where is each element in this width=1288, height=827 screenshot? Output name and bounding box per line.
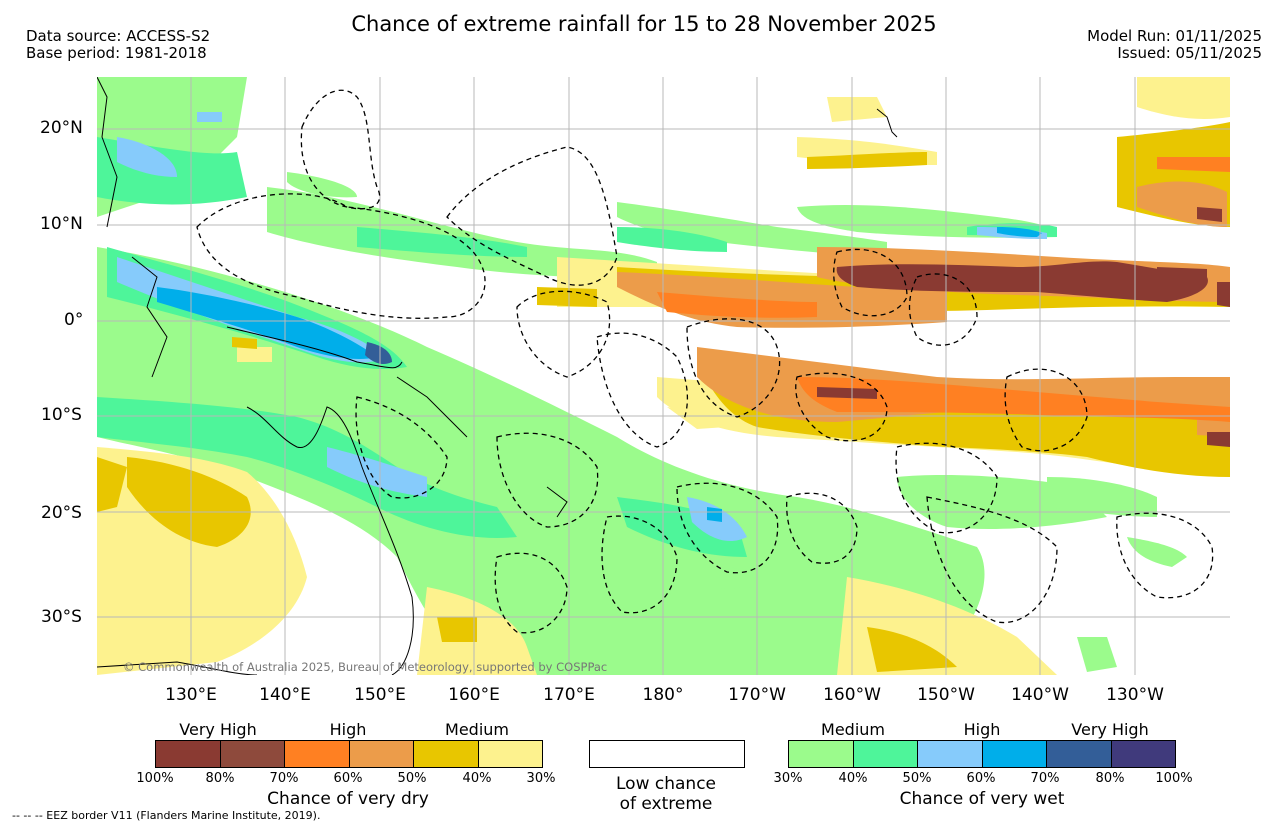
neutral-colorbar	[589, 740, 745, 768]
dry-region-60	[657, 157, 1230, 422]
dry-colorbar-swatch	[219, 741, 284, 767]
dry-tick: 40%	[462, 771, 492, 786]
dry-region-very-high	[817, 207, 1230, 447]
wet-colorbar-swatch	[789, 741, 853, 767]
lon-label-130e: 130°E	[165, 685, 217, 705]
dry-tick: 30%	[526, 771, 556, 786]
map-title: Chance of extreme rainfall for 15 to 28 …	[351, 12, 937, 36]
dry-tick: 50%	[397, 771, 427, 786]
dry-tick: 100%	[136, 771, 174, 786]
wet-colorbar-swatch	[1110, 741, 1175, 767]
wet-caption: Chance of very wet	[899, 789, 1065, 809]
lon-label-130w: 130°W	[1106, 685, 1164, 705]
lon-label-140e: 140°E	[259, 685, 311, 705]
graticule	[97, 77, 1230, 675]
dry-category-medium: Medium	[445, 720, 509, 739]
wet-tick: 50%	[902, 771, 932, 786]
eez-borders	[196, 89, 1214, 634]
neutral-caption-line2: of extreme	[619, 794, 713, 814]
base-period: Base period: 1981-2018	[26, 44, 207, 62]
lat-label-10n: 10°N	[40, 214, 83, 234]
rainfall-map	[97, 77, 1230, 675]
lat-label-10s: 10°S	[41, 405, 82, 425]
wet-colorbar-swatch	[981, 741, 1046, 767]
lon-label-150e: 150°E	[354, 685, 406, 705]
wet-colorbar-swatch	[1046, 741, 1111, 767]
dry-caption: Chance of very dry	[267, 789, 429, 809]
dry-colorbar-swatch	[156, 741, 220, 767]
wet-category-high: High	[963, 720, 1001, 739]
wet-tick: 80%	[1095, 771, 1125, 786]
dry-colorbar-swatch	[348, 741, 413, 767]
wet-colorbar-swatch	[852, 741, 917, 767]
lon-label-180: 180°	[642, 685, 684, 705]
issued-date: Issued: 05/11/2025	[1117, 44, 1262, 62]
lat-label-20s: 20°S	[41, 503, 82, 523]
neutral-colorbar-swatch	[590, 741, 744, 767]
model-run: Model Run: 01/11/2025	[1087, 27, 1262, 45]
wet-category-medium: Medium	[821, 720, 885, 739]
lon-label-140w: 140°W	[1011, 685, 1069, 705]
wet-region-high-60	[157, 227, 1042, 522]
wet-tick: 30%	[773, 771, 803, 786]
eez-footnote: -- -- -- EEZ border V11 (Flanders Marine…	[12, 809, 321, 822]
lon-label-160e: 160°E	[448, 685, 500, 705]
lon-label-150w: 150°W	[917, 685, 975, 705]
dry-category-very-high: Very High	[179, 720, 257, 739]
dry-tick: 70%	[269, 771, 299, 786]
wet-colorbar-swatch	[917, 741, 982, 767]
wet-region-very-high	[365, 342, 392, 365]
dry-category-high: High	[329, 720, 367, 739]
neutral-caption-line1: Low chance	[616, 774, 716, 794]
copyright-note: © Commonwealth of Australia 2025, Bureau…	[123, 660, 608, 674]
lat-label-20n: 20°N	[40, 118, 83, 138]
wet-tick: 100%	[1155, 771, 1193, 786]
lon-label-160w: 160°W	[823, 685, 881, 705]
wet-tick: 40%	[838, 771, 868, 786]
dry-colorbar-swatch	[477, 741, 542, 767]
lon-label-170e: 170°E	[543, 685, 595, 705]
wet-tick: 70%	[1030, 771, 1060, 786]
wet-region-light-edges	[717, 537, 1187, 589]
dry-colorbar-swatch	[284, 741, 349, 767]
lat-label-equator: 0°	[64, 310, 84, 330]
data-source: Data source: ACCESS-S2	[26, 27, 211, 45]
coastline	[97, 77, 898, 675]
wet-tick: 60%	[966, 771, 996, 786]
lon-label-170w: 170°W	[728, 685, 786, 705]
dry-colorbar	[155, 740, 543, 768]
wet-category-very-high: Very High	[1071, 720, 1149, 739]
dry-colorbar-swatch	[413, 741, 478, 767]
wet-colorbar	[788, 740, 1176, 768]
dry-tick: 80%	[205, 771, 235, 786]
lat-label-30s: 30°S	[41, 607, 82, 627]
dry-tick: 60%	[333, 771, 363, 786]
